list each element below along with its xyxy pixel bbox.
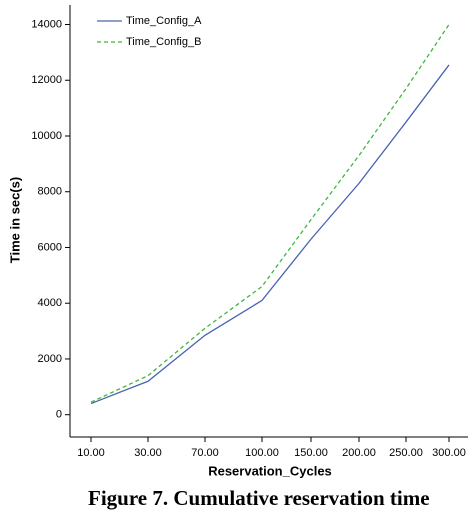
y-tick-label: 12000 <box>31 74 62 86</box>
x-tick-label: 10.00 <box>77 447 105 459</box>
y-tick-label: 0 <box>56 409 62 421</box>
y-axis-label: Time in sec(s) <box>7 177 22 263</box>
series-line <box>90 64 450 405</box>
y-tick-label: 10000 <box>31 130 62 142</box>
x-tick-label: 30.00 <box>134 447 162 459</box>
x-tick-label: 250.00 <box>389 447 423 459</box>
y-tick-label: 6000 <box>38 241 62 253</box>
legend-label: Time_Config_A <box>126 15 202 27</box>
y-tick-label: 4000 <box>38 297 62 309</box>
series-line <box>90 24 450 403</box>
x-tick-label: 70.00 <box>191 447 219 459</box>
caption: Figure 7. Cumulative reservation time <box>88 486 430 510</box>
y-tick-label: 2000 <box>38 353 62 365</box>
y-tick-label: 14000 <box>31 18 62 30</box>
x-tick-label: 200.00 <box>342 447 376 459</box>
x-tick-label: 100.00 <box>245 447 279 459</box>
x-tick-label: 300.00 <box>432 447 466 459</box>
y-tick-label: 8000 <box>38 186 62 198</box>
legend-label: Time_Config_B <box>126 36 201 48</box>
x-axis-label: Reservation_Cycles <box>208 463 332 478</box>
x-tick-label: 150.00 <box>294 447 328 459</box>
